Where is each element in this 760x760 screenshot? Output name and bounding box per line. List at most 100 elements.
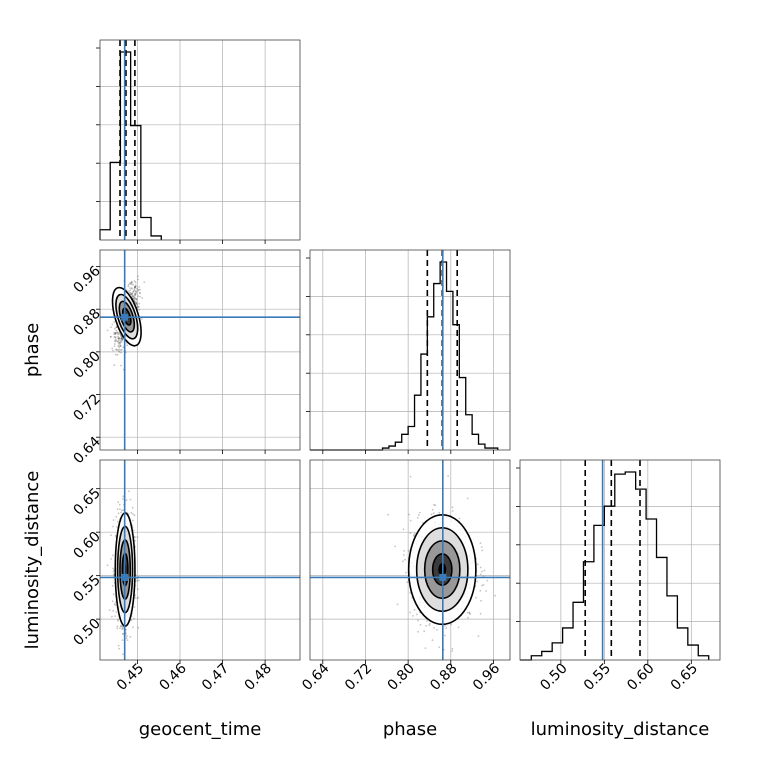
sample-point: [118, 346, 120, 348]
phase-xtick-label: 0.64: [299, 660, 332, 693]
sample-point: [117, 337, 120, 339]
sample-point: [115, 611, 118, 613]
sample-point: [417, 514, 420, 516]
sample-point: [117, 618, 120, 621]
sample-point: [483, 569, 486, 572]
y-axis-label-phase: phase: [22, 323, 43, 377]
sample-point: [438, 646, 440, 648]
sample-point: [402, 560, 404, 563]
sample-point: [137, 289, 140, 291]
sample-point: [485, 590, 487, 592]
sample-point: [138, 302, 141, 305]
sample-point: [134, 284, 137, 287]
sample-point: [436, 628, 438, 631]
sample-point: [138, 286, 141, 288]
sample-point: [408, 513, 410, 516]
sample-point: [112, 609, 115, 612]
sample-point: [134, 594, 137, 597]
sample-point: [138, 291, 141, 294]
luminosity_distance-ytick-label: 0.50: [70, 616, 103, 649]
sample-point: [416, 517, 419, 519]
sample-point: [117, 340, 119, 342]
sample-point: [119, 345, 122, 348]
sample-point: [477, 635, 480, 637]
luminosity_distance-xtick-label: 0.65: [668, 660, 701, 693]
sample-point: [425, 625, 427, 627]
sample-point: [118, 348, 121, 351]
sample-point: [120, 348, 123, 351]
sample-point: [409, 475, 412, 478]
y-axis-label-luminosity_distance: luminosity_distance: [22, 471, 43, 650]
sample-point: [117, 644, 120, 647]
sample-point: [451, 647, 454, 650]
sample-point: [122, 633, 125, 636]
sample-point: [114, 340, 116, 342]
sample-point: [121, 338, 124, 340]
sample-point: [114, 336, 117, 339]
sample-point: [136, 597, 139, 600]
sample-point: [132, 291, 135, 293]
x-axis-label-phase: phase: [383, 719, 437, 740]
sample-point: [451, 650, 453, 652]
geocent_time_hist-step: [99, 51, 162, 240]
sample-point: [110, 326, 112, 328]
sample-point: [133, 296, 136, 299]
sample-point: [133, 288, 136, 290]
phase-xtick-label: 0.80: [385, 660, 418, 693]
sample-point: [480, 599, 482, 602]
sample-point: [133, 289, 136, 292]
phase-xtick-label: 0.72: [342, 660, 375, 693]
sample-point: [129, 636, 132, 638]
sample-point: [413, 608, 416, 611]
sample-point: [445, 627, 448, 630]
sample-point: [106, 564, 109, 567]
sample-point: [141, 318, 143, 320]
sample-point: [114, 338, 117, 341]
sample-point: [137, 278, 140, 281]
sample-point: [134, 292, 136, 295]
sample-point: [396, 603, 399, 606]
sample-point: [120, 341, 123, 343]
sample-point: [129, 282, 132, 285]
sample-point: [120, 337, 123, 340]
sample-point: [405, 571, 407, 574]
sample-point: [120, 351, 122, 354]
sample-point: [117, 337, 120, 340]
luminosity_distance_hist-frame: [519, 459, 721, 661]
sample-point: [451, 506, 454, 509]
sample-point: [130, 287, 133, 289]
sample-point: [137, 596, 140, 599]
sample-point: [479, 566, 482, 569]
sample-point: [476, 563, 479, 566]
sample-point: [131, 292, 134, 295]
sample-point: [114, 601, 117, 604]
luminosity_distance-xtick-label: 0.50: [537, 660, 570, 693]
sample-point: [125, 637, 128, 640]
sample-point: [132, 296, 134, 298]
sample-point: [114, 336, 117, 338]
sample-point: [134, 301, 137, 303]
sample-point: [419, 624, 422, 626]
sample-point: [118, 337, 121, 339]
sample-point: [135, 290, 137, 293]
sample-point: [129, 292, 132, 294]
sample-point: [115, 348, 118, 351]
sample-point: [135, 302, 138, 305]
sample-point: [113, 603, 116, 606]
sample-point: [133, 606, 136, 608]
sample-point: [116, 526, 118, 528]
sample-point: [429, 622, 431, 625]
sample-point: [418, 511, 421, 514]
sample-point: [131, 281, 134, 284]
sample-point: [120, 364, 122, 367]
sample-point: [115, 329, 118, 332]
sample-point: [117, 501, 120, 504]
sample-point: [112, 349, 114, 352]
sample-point: [114, 331, 117, 334]
sample-point: [130, 280, 133, 283]
sample-point: [468, 612, 471, 615]
sample-point: [113, 333, 115, 335]
sample-point: [116, 331, 119, 333]
sample-point: [417, 619, 419, 622]
sample-point: [467, 616, 469, 619]
